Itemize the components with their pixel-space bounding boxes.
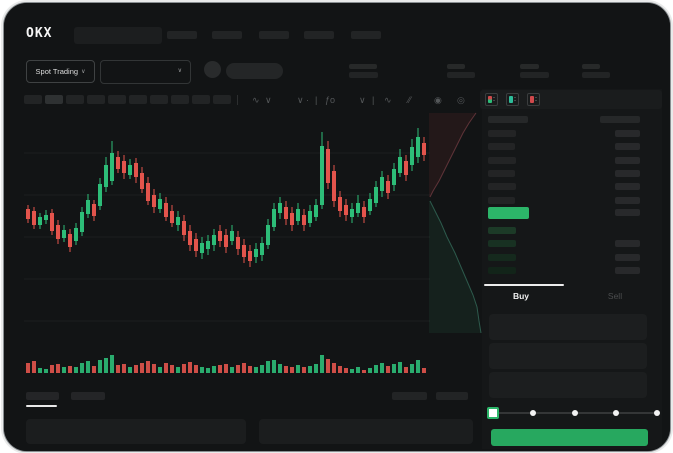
pair-type-selector[interactable]: Spot Trading ∨ [26, 60, 95, 83]
settings-icon[interactable]: ◎ [457, 95, 465, 105]
timeframe-button[interactable] [45, 95, 63, 104]
ask-amount[interactable] [615, 156, 640, 164]
nav-item-placeholder[interactable] [304, 31, 334, 39]
slider-stop[interactable] [612, 410, 619, 416]
pair-dropdown[interactable]: ∨ [100, 60, 191, 84]
nav-item-placeholder[interactable] [259, 31, 289, 39]
bottom-input-placeholder[interactable] [259, 419, 473, 444]
timeframe-button[interactable] [66, 95, 84, 104]
line-tool-icon[interactable]: ∿ [384, 95, 392, 105]
bottom-input-placeholder[interactable] [26, 419, 246, 444]
ask-amount[interactable] [615, 169, 640, 177]
bid-amount[interactable] [615, 266, 640, 274]
bid-price[interactable] [488, 253, 516, 261]
ask-price[interactable] [488, 183, 516, 191]
toolbar-divider: | [315, 95, 318, 105]
slider-handle[interactable] [487, 407, 499, 419]
bottom-active-tab-indicator [26, 405, 57, 407]
okx-logo[interactable]: OKX [26, 26, 53, 41]
ask-price[interactable] [488, 196, 515, 204]
toolbar-divider [237, 95, 238, 105]
camera-icon[interactable]: ◉ [434, 95, 442, 105]
submit-order-button[interactable] [491, 429, 648, 446]
brand-placeholder [74, 27, 162, 44]
bottom-tab[interactable] [71, 392, 105, 400]
pair-name-placeholder [226, 63, 283, 79]
tab-buy[interactable]: Buy [512, 291, 530, 301]
device-frame: OKX Spot Trading ∨ ∨ ∿ ∨ ∨ · | ƒο ∨ | ∿ ⁄⁄ ◉ ◎ [3, 2, 671, 452]
ask-price[interactable] [488, 130, 516, 137]
timeframe-button[interactable] [108, 95, 126, 104]
nav-item-placeholder[interactable] [212, 31, 242, 39]
bottom-action-placeholder[interactable] [392, 392, 427, 400]
timeframe-button[interactable] [150, 95, 168, 104]
bid-price[interactable] [488, 266, 516, 274]
timeframe-button[interactable] [192, 95, 210, 104]
pair-type-label: Spot Trading [35, 67, 79, 76]
bottom-tab[interactable] [26, 392, 59, 400]
indicators-icon[interactable]: ƒο [325, 95, 336, 105]
last-price-pill[interactable] [488, 207, 529, 219]
orderbook-toolbar-strip [480, 90, 662, 109]
app-screen: OKX Spot Trading ∨ ∨ ∿ ∨ ∨ · | ƒο ∨ | ∿ ⁄⁄ ◉ ◎ [4, 3, 670, 451]
orderbook-view-toggles [485, 93, 540, 106]
slider-stop[interactable] [571, 410, 578, 416]
ticker-stat [349, 64, 378, 78]
book-both-icon[interactable] [485, 93, 498, 106]
bottom-action-placeholder[interactable] [436, 392, 468, 400]
bid-amount[interactable] [615, 253, 640, 261]
book-bids-icon[interactable] [506, 93, 519, 106]
depth-chart[interactable] [429, 111, 486, 333]
indicators-chevron-icon[interactable]: ∨ [359, 95, 366, 105]
orderbook-price-header [488, 116, 528, 123]
ask-price[interactable] [488, 169, 515, 177]
order-form-field[interactable] [489, 372, 647, 398]
timeframe-button[interactable] [87, 95, 105, 104]
order-form-field[interactable] [489, 314, 647, 340]
overlay-dot-icon[interactable]: · [306, 95, 309, 105]
timeframe-button[interactable] [213, 95, 231, 104]
ask-amount[interactable] [615, 183, 640, 191]
nav-item-placeholder[interactable] [167, 31, 197, 39]
ask-amount[interactable] [615, 143, 640, 151]
ticker-stat [520, 64, 549, 78]
token-avatar[interactable] [204, 61, 221, 78]
chart-type-chevron-icon[interactable]: ∨ [265, 95, 272, 105]
chevron-down-icon: ∨ [81, 68, 86, 75]
order-form-field[interactable] [489, 343, 647, 369]
bid-price[interactable] [488, 227, 516, 234]
ask-price[interactable] [488, 143, 515, 151]
overlay-icon[interactable]: ∨ [297, 95, 304, 105]
timeframe-button[interactable] [129, 95, 147, 104]
orderbook-amount-header [600, 116, 640, 123]
slider-stop[interactable] [654, 410, 660, 416]
candlestick-chart[interactable] [24, 113, 430, 343]
book-asks-icon[interactable] [527, 93, 540, 106]
timeframe-button[interactable] [24, 95, 42, 104]
ticker-stat [447, 64, 475, 78]
nav-item-placeholder[interactable] [351, 31, 381, 39]
volume-chart[interactable] [24, 341, 430, 375]
chevron-down-icon: ∨ [177, 68, 182, 74]
bid-price[interactable] [488, 240, 516, 248]
timeframe-button[interactable] [171, 95, 189, 104]
ask-amount[interactable] [615, 130, 640, 137]
bid-amount[interactable] [615, 240, 640, 248]
chart-type-icon[interactable]: ∿ [252, 95, 260, 105]
ask-amount[interactable] [615, 209, 640, 216]
ask-price[interactable] [488, 156, 516, 164]
tab-sell[interactable]: Sell [607, 291, 623, 301]
ask-amount[interactable] [615, 196, 640, 204]
slider-stop[interactable] [530, 410, 537, 416]
compare-icon[interactable]: ⁄⁄ [408, 95, 412, 105]
ticker-stat [582, 64, 610, 78]
active-tab-indicator [484, 284, 564, 286]
toolbar-divider: | [372, 95, 375, 105]
